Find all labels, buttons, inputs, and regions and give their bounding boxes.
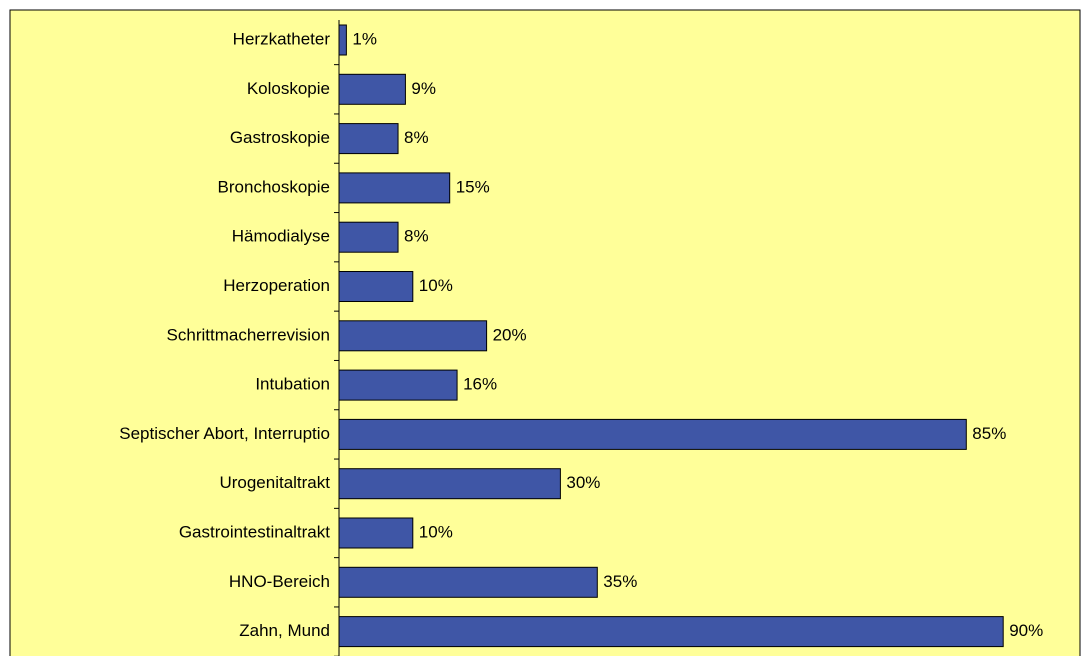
data-label: 10% <box>419 522 453 541</box>
bar <box>338 566 598 598</box>
y-tick-label: Herzoperation <box>223 276 330 295</box>
data-label: 9% <box>411 79 436 98</box>
data-label: 90% <box>1009 621 1043 640</box>
y-tick-label: Hämodialyse <box>232 227 330 246</box>
y-tick-label: Gastroskopie <box>230 128 330 147</box>
y-tick-label: Zahn, Mund <box>239 621 330 640</box>
y-tick-label: Urogenitaltrakt <box>219 473 330 492</box>
y-tick-label: Intubation <box>255 375 330 394</box>
bar <box>338 24 347 56</box>
bar <box>338 271 414 302</box>
y-tick-label: Bronchoskopie <box>218 177 330 196</box>
bar <box>338 468 561 500</box>
data-label: 10% <box>419 276 453 295</box>
data-label: 30% <box>566 473 600 492</box>
bar <box>338 320 488 352</box>
y-tick-label: Herzkatheter <box>233 29 331 48</box>
data-label: 8% <box>404 128 429 147</box>
data-label: 20% <box>493 325 527 344</box>
y-tick-label: Septischer Abort, Interruptio <box>119 424 330 443</box>
data-label: 1% <box>352 29 377 48</box>
bar <box>338 172 451 204</box>
data-label: 16% <box>463 375 497 394</box>
y-tick-label: Koloskopie <box>247 79 330 98</box>
bar <box>338 73 406 105</box>
bar <box>338 418 967 450</box>
bar <box>338 221 399 253</box>
data-label: 35% <box>603 572 637 591</box>
data-label: 15% <box>456 177 490 196</box>
y-tick-label: Gastrointestinaltrakt <box>179 522 330 541</box>
bar <box>338 123 399 155</box>
bar <box>338 616 1004 648</box>
y-tick-label: HNO-Bereich <box>229 572 330 591</box>
plot-background <box>9 9 1081 656</box>
bar <box>338 369 458 401</box>
bar <box>338 517 414 549</box>
y-tick-label: Schrittmacherrevision <box>167 325 330 344</box>
data-label: 8% <box>404 227 429 246</box>
data-label: 85% <box>972 424 1006 443</box>
